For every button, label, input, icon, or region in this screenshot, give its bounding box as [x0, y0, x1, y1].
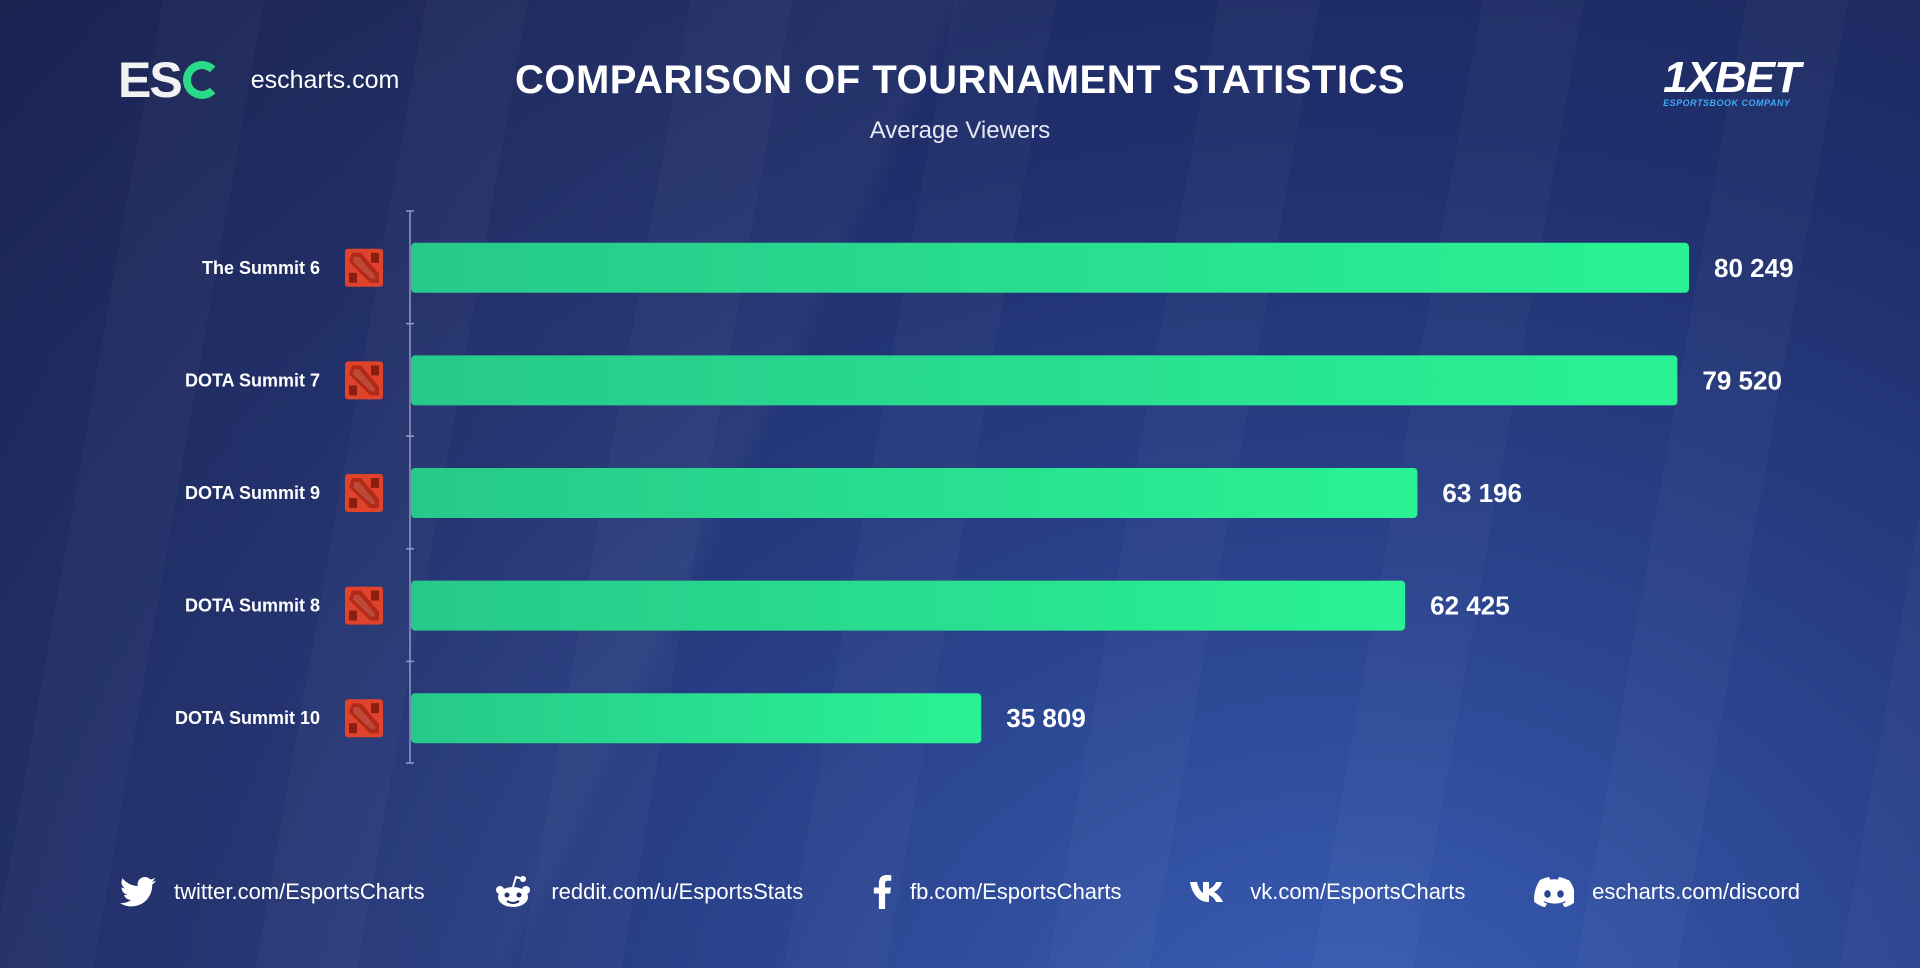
vk-icon [1190, 882, 1224, 902]
social-label: twitter.com/EsportsCharts [174, 879, 425, 904]
chart-title: COMPARISON OF TOURNAMENT STATISTICS [514, 58, 1406, 102]
category-label: DOTA Summit 7 [185, 370, 320, 390]
bar-chart: 80 249 The Summit 6 79 520 DOTA Summit 7 63 … [175, 210, 1794, 764]
logo-c-icon [182, 61, 221, 99]
value-label: 80 249 [1714, 253, 1794, 283]
social-footer: twitter.com/EsportsCharts reddit.com/u/E… [120, 874, 1800, 910]
dota2-icon [345, 361, 383, 400]
value-label: 62 425 [1430, 591, 1510, 621]
value-label: 63 196 [1442, 478, 1522, 508]
social-vk[interactable]: vk.com/EsportsCharts [1190, 879, 1465, 905]
category-label: The Summit 6 [202, 258, 320, 278]
reddit-icon [496, 875, 531, 907]
site-url[interactable]: escharts.com [250, 65, 400, 94]
esc-logo-mark: ES [118, 55, 221, 105]
discord-icon [1534, 877, 1575, 907]
partner-logo[interactable]: 1XBET ESPORTSBOOK COMPANY [1663, 53, 1801, 108]
escharts-logo[interactable]: ES escharts.com [118, 52, 399, 108]
dota2-icon [345, 474, 383, 512]
social-discord[interactable]: escharts.com/discord [1534, 877, 1800, 907]
dota2-icon [345, 586, 383, 625]
dota2-icon [345, 699, 383, 738]
social-reddit[interactable]: reddit.com/u/EsportsStats [493, 874, 803, 910]
social-label: reddit.com/u/EsportsStats [551, 879, 804, 904]
twitter-icon [120, 877, 156, 907]
bar[interactable] [411, 468, 1418, 518]
chart-subtitle: Average Viewers [869, 117, 1051, 144]
value-label: 35 809 [1006, 703, 1086, 733]
social-label: escharts.com/discord [1592, 879, 1800, 904]
category-label: DOTA Summit 9 [185, 483, 320, 503]
facebook-icon [873, 875, 892, 909]
category-label: DOTA Summit 8 [185, 596, 320, 616]
bar[interactable] [411, 693, 982, 744]
logo-letters: ES [118, 52, 183, 108]
partner-name: 1XBET [1663, 53, 1801, 102]
dota2-icon [345, 248, 383, 287]
social-twitter[interactable]: twitter.com/EsportsCharts [120, 877, 425, 907]
social-label: fb.com/EsportsCharts [909, 879, 1122, 904]
social-facebook[interactable]: fb.com/EsportsCharts [872, 875, 1122, 909]
value-label: 79 520 [1702, 365, 1782, 395]
bar[interactable] [411, 242, 1689, 293]
social-label: vk.com/EsportsCharts [1250, 879, 1466, 904]
bar[interactable] [411, 580, 1406, 631]
bar[interactable] [411, 355, 1678, 406]
partner-tagline: ESPORTSBOOK COMPANY [1663, 97, 1791, 108]
category-label: DOTA Summit 10 [175, 708, 320, 728]
